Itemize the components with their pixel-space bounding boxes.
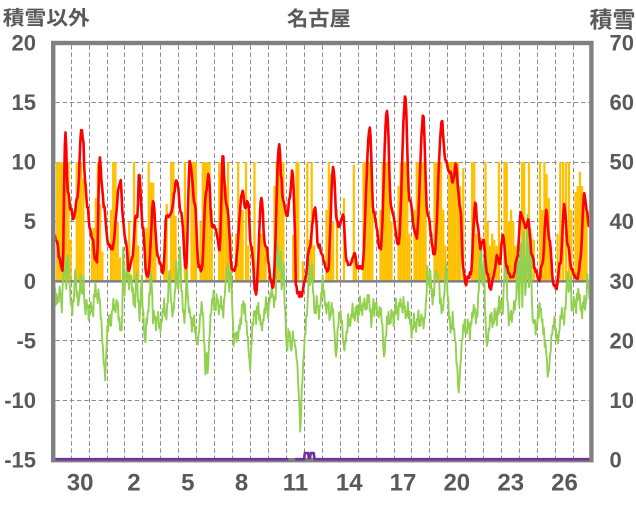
svg-text:70: 70: [610, 30, 634, 55]
svg-text:50: 50: [610, 150, 634, 175]
svg-text:0: 0: [610, 448, 622, 473]
svg-text:20: 20: [610, 328, 634, 353]
svg-text:26: 26: [551, 469, 578, 496]
svg-text:17: 17: [390, 469, 417, 496]
svg-text:40: 40: [610, 209, 634, 234]
svg-text:60: 60: [610, 90, 634, 115]
svg-text:14: 14: [336, 469, 363, 496]
svg-text:30: 30: [610, 269, 634, 294]
svg-text:10: 10: [610, 388, 634, 413]
svg-text:2: 2: [127, 469, 140, 496]
svg-text:30: 30: [67, 469, 94, 496]
svg-text:20: 20: [12, 30, 36, 55]
svg-text:0: 0: [24, 269, 36, 294]
svg-text:20: 20: [443, 469, 470, 496]
svg-text:5: 5: [24, 209, 36, 234]
svg-text:8: 8: [235, 469, 248, 496]
svg-text:23: 23: [497, 469, 524, 496]
svg-text:-5: -5: [16, 328, 36, 353]
svg-text:-15: -15: [4, 448, 36, 473]
svg-text:15: 15: [12, 90, 36, 115]
svg-text:10: 10: [12, 150, 36, 175]
svg-text:-10: -10: [4, 388, 36, 413]
svg-text:5: 5: [181, 469, 194, 496]
svg-text:11: 11: [283, 469, 308, 496]
